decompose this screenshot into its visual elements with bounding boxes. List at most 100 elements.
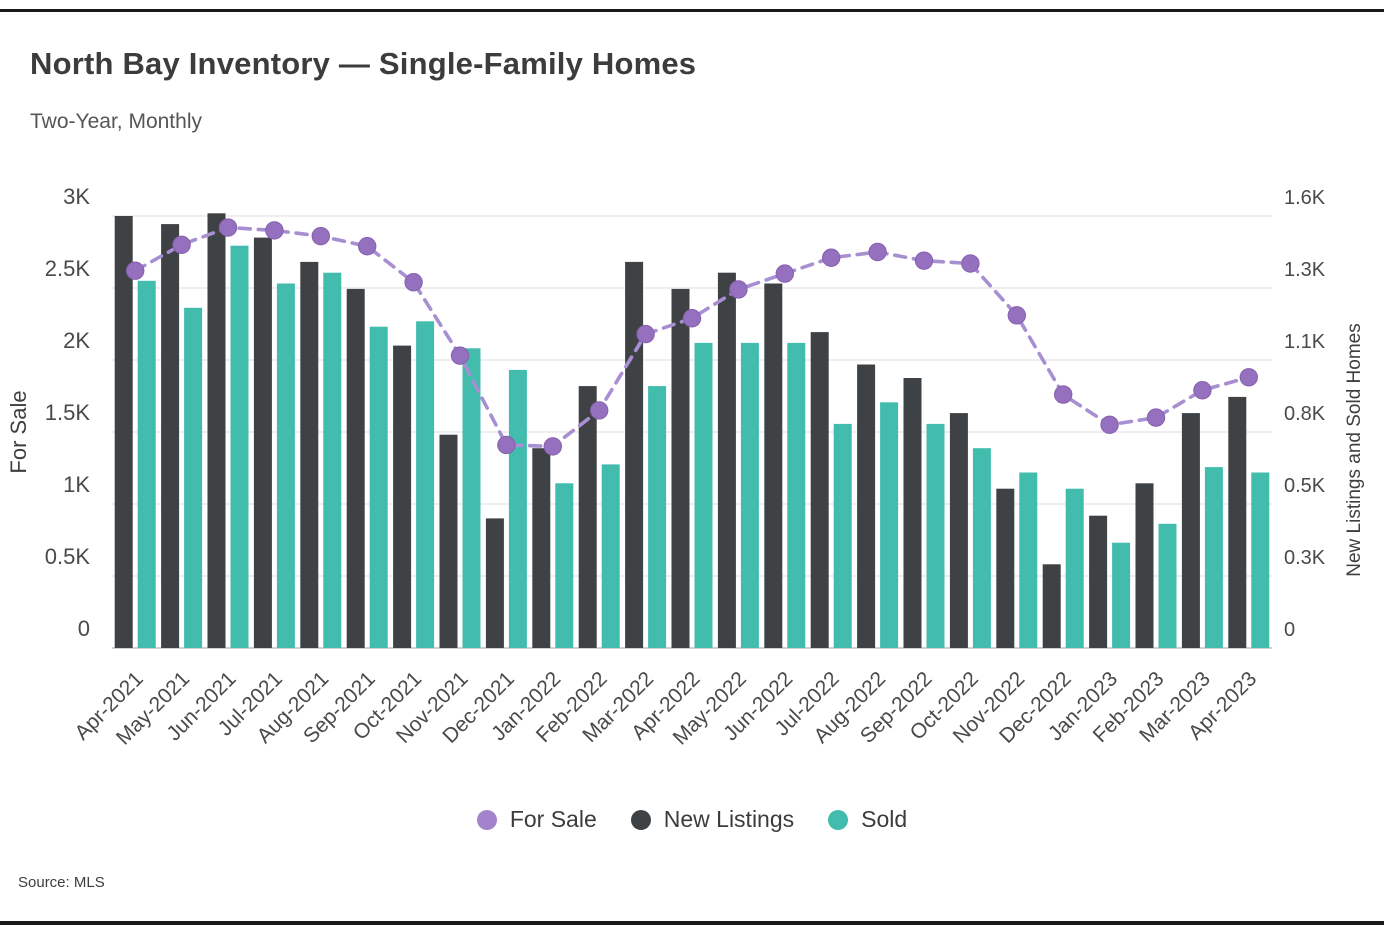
x-axis-labels: Apr-2021May-2021Jun-2021Jul-2021Aug-2021… — [70, 667, 1261, 749]
bar-sold[interactable] — [601, 464, 620, 648]
bar-sold[interactable] — [1065, 488, 1084, 648]
bar-sold[interactable] — [972, 448, 991, 648]
bar-new-listings[interactable] — [949, 413, 968, 648]
bar-sold[interactable] — [1158, 523, 1177, 648]
bar-new-listings[interactable] — [346, 288, 365, 648]
bar-sold[interactable] — [416, 321, 435, 648]
for-sale-point[interactable] — [1007, 306, 1026, 325]
for-sale-point[interactable] — [1239, 368, 1259, 387]
chart-area: 3K 1.6K 2.5K 1.3K 2K 1.1K 1.5K 0.8K 1K 0.5K 0.5K 0.… — [0, 150, 1384, 790]
bar-new-listings[interactable] — [1089, 515, 1108, 648]
for-sale-point[interactable] — [1193, 381, 1212, 400]
for-sale-point[interactable] — [311, 226, 330, 246]
for-sale-points — [126, 218, 1259, 456]
bar-sold[interactable] — [184, 307, 203, 648]
bar-new-listings[interactable] — [1181, 413, 1200, 648]
bar-sold[interactable] — [555, 483, 574, 648]
for-sale-point[interactable] — [172, 235, 191, 255]
for-sale-point[interactable] — [682, 309, 702, 328]
legend-item-for-sale[interactable]: For Sale — [476, 806, 597, 833]
bar-sold[interactable] — [787, 342, 806, 648]
bar-new-listings[interactable] — [903, 378, 922, 648]
bar-new-listings[interactable] — [1135, 483, 1154, 648]
bar-new-listings[interactable] — [300, 261, 319, 648]
for-sale-point[interactable] — [822, 248, 841, 267]
y-tick-left: 1.5K — [45, 400, 91, 425]
bar-sold[interactable] — [833, 423, 852, 648]
legend-label: New Listings — [663, 806, 795, 832]
y-tick-right: 0.5K — [1284, 475, 1326, 497]
y-tick-left: 2K — [63, 328, 90, 353]
bar-new-listings[interactable] — [485, 518, 504, 648]
for-sale-point[interactable] — [914, 251, 934, 270]
for-sale-point[interactable] — [1146, 408, 1166, 427]
bar-sold[interactable] — [508, 369, 527, 648]
top-border-rule — [0, 9, 1384, 12]
bar-new-listings[interactable] — [114, 216, 133, 648]
bar-sold[interactable] — [462, 348, 481, 648]
bar-new-listings[interactable] — [253, 237, 272, 648]
bar-new-listings[interactable] — [857, 364, 876, 649]
for-sale-point[interactable] — [265, 221, 284, 240]
for-sale-point[interactable] — [729, 280, 748, 299]
bar-new-listings[interactable] — [1228, 396, 1247, 648]
chart-legend: For Sale New Listings Sold — [0, 806, 1384, 833]
for-sale-point[interactable] — [868, 242, 887, 262]
for-sale-point[interactable] — [775, 264, 794, 283]
bar-new-listings[interactable] — [717, 272, 736, 648]
for-sale-point[interactable] — [590, 401, 609, 420]
bar-sold[interactable] — [1251, 472, 1270, 649]
bar-new-listings[interactable] — [393, 345, 412, 648]
right-axis-title: New Listings and Sold Homes — [1344, 323, 1365, 576]
bar-new-listings[interactable] — [207, 213, 226, 649]
bar-sold[interactable] — [1204, 467, 1223, 648]
bar-new-listings[interactable] — [625, 261, 644, 648]
for-sale-point[interactable] — [126, 261, 145, 280]
legend-item-new-listings[interactable]: New Listings — [630, 806, 795, 833]
bar-sold[interactable] — [323, 272, 342, 648]
bar-sold[interactable] — [369, 326, 388, 648]
bar-sold[interactable] — [1019, 472, 1038, 649]
for-sale-point[interactable] — [497, 435, 516, 455]
bar-new-listings[interactable] — [996, 488, 1015, 648]
bar-new-listings[interactable] — [764, 283, 783, 649]
bar-sold[interactable] — [276, 283, 295, 649]
for-sale-point[interactable] — [961, 254, 980, 273]
bar-new-listings[interactable] — [1042, 564, 1061, 648]
for-sale-point[interactable] — [1100, 415, 1119, 434]
legend-label: For Sale — [509, 806, 597, 832]
bar-sold[interactable] — [926, 423, 945, 648]
bar-new-listings[interactable] — [532, 448, 551, 648]
y-tick-left: 1K — [63, 472, 90, 497]
y-tick-right: 1.1K — [1284, 331, 1326, 353]
bar-new-listings[interactable] — [161, 224, 180, 648]
left-axis-title: For Sale — [6, 390, 31, 473]
inventory-chart: 3K 1.6K 2.5K 1.3K 2K 1.1K 1.5K 0.8K 1K 0.5K 0.5K 0.… — [6, 184, 1365, 750]
y-tick-right: 0.3K — [1284, 547, 1326, 569]
y-tick-right: 0 — [1284, 619, 1295, 641]
bar-sold[interactable] — [648, 386, 667, 648]
for-sale-point[interactable] — [218, 218, 238, 237]
bar-new-listings[interactable] — [671, 288, 690, 648]
bar-new-listings[interactable] — [578, 386, 597, 648]
bar-sold[interactable] — [740, 342, 759, 648]
chart-subtitle: Two-Year, Monthly — [30, 110, 202, 133]
for-sale-point[interactable] — [1054, 385, 1073, 404]
legend-swatch-dot — [476, 809, 497, 830]
bar-new-listings[interactable] — [810, 332, 829, 648]
bar-sold[interactable] — [137, 280, 156, 648]
legend-item-sold[interactable]: Sold — [828, 806, 907, 833]
for-sale-point[interactable] — [358, 237, 377, 256]
for-sale-point[interactable] — [636, 324, 655, 344]
bar-sold[interactable] — [1112, 542, 1131, 648]
chart-title: North Bay Inventory — Single-Family Home… — [30, 46, 697, 81]
for-sale-point[interactable] — [543, 437, 562, 456]
bar-sold[interactable] — [230, 245, 249, 648]
bar-sold[interactable] — [880, 402, 899, 648]
bar-new-listings[interactable] — [439, 434, 458, 648]
bar-sold[interactable] — [694, 342, 713, 648]
legend-swatch-dot — [630, 809, 651, 830]
for-sale-point[interactable] — [404, 273, 423, 292]
for-sale-point[interactable] — [450, 346, 470, 365]
legend-label: Sold — [861, 806, 908, 832]
